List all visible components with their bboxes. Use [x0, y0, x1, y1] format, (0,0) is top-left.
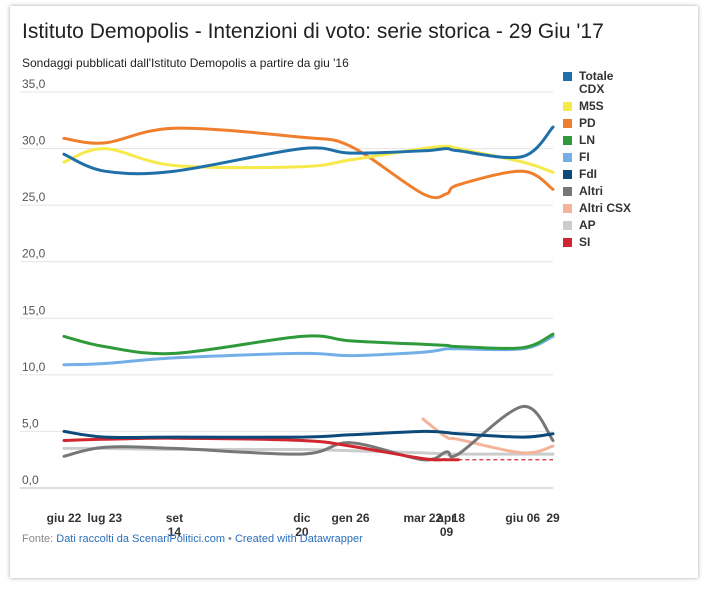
- y-tick-label: 0,0: [22, 473, 39, 487]
- x-tick-label: dic: [293, 511, 311, 525]
- x-tick-label: gen 26: [332, 511, 370, 525]
- x-tick-label: 09: [440, 525, 454, 539]
- y-tick-label: 10,0: [22, 360, 46, 374]
- legend-label: FI: [579, 150, 590, 164]
- chart-footer: Fonte: Dati raccolti da ScenariPolitici.…: [22, 533, 363, 545]
- line-chart: 35,0 30,0 25,0 20,0 15,0 10,0 5,0 0,0 giu 22 lug …: [20, 77, 560, 539]
- datawrapper-link[interactable]: Created with Datawrapper: [234, 533, 363, 545]
- legend-swatch: [563, 170, 572, 179]
- legend-swatch: [563, 153, 572, 162]
- legend-item-fdi: FdI: [563, 168, 634, 181]
- x-tick-label: giu 06: [505, 511, 540, 525]
- x-tick-label: 20: [295, 525, 309, 539]
- legend-item-ln: LN: [563, 134, 634, 147]
- legend-swatch: [563, 204, 572, 213]
- legend-item-totale-cdx: Totale CDX: [563, 70, 634, 96]
- legend-label: PD: [579, 116, 596, 130]
- series-line-fi: [62, 334, 555, 367]
- chart-subtitle: Sondaggi pubblicati dall'Istituto Demopo…: [22, 56, 349, 70]
- source-link[interactable]: Dati raccolti da ScenariPolitici.com: [56, 533, 225, 545]
- legend-label: M5S: [579, 99, 604, 113]
- y-tick-label: 25,0: [22, 190, 46, 204]
- legend-label: AP: [579, 218, 596, 232]
- x-tick-label: giu 22: [47, 511, 82, 525]
- legend-swatch: [563, 102, 572, 111]
- series-line-totale-cdx: [62, 125, 555, 176]
- series-line-pd: [62, 126, 555, 200]
- series-line-altri: [62, 405, 555, 462]
- legend-swatch: [563, 119, 572, 128]
- legend-swatch: [563, 221, 572, 230]
- x-tick-label: 18: [452, 511, 466, 525]
- legend-swatch: [563, 136, 572, 145]
- legend-swatch: [563, 238, 572, 247]
- chart-card: Istituto Demopolis - Intenzioni di voto:…: [10, 6, 698, 578]
- y-tick-label: 15,0: [22, 303, 46, 317]
- x-tick-label: set: [166, 511, 183, 525]
- y-tick-label: 30,0: [22, 134, 46, 148]
- footer-prefix: Fonte:: [22, 533, 57, 545]
- legend-label: Altri: [579, 184, 603, 198]
- x-tick-label: 14: [168, 525, 182, 539]
- y-tick-label: 20,0: [22, 247, 46, 261]
- series-line-ap: [62, 446, 555, 456]
- legend-label: Totale CDX: [579, 69, 614, 96]
- legend-label: FdI: [579, 167, 597, 181]
- legend-label: SI: [579, 235, 591, 249]
- legend-item-altri-csx: Altri CSX: [563, 202, 634, 215]
- legend-item-fi: FI: [563, 151, 634, 164]
- legend-item-m5s: M5S: [563, 100, 634, 113]
- chart-legend: Totale CDX M5S PD LN FI FdI Altri Altri CSX AP SI: [563, 70, 634, 253]
- legend-swatch: [563, 72, 572, 81]
- x-tick-label: mar 22: [404, 511, 443, 525]
- legend-item-ap: AP: [563, 219, 634, 232]
- x-tick-label: apr: [437, 511, 456, 525]
- legend-item-altri: Altri: [563, 185, 634, 198]
- legend-label: LN: [579, 133, 595, 147]
- series-line-si: [62, 436, 460, 462]
- legend-swatch: [563, 187, 572, 196]
- footer-separator: •: [224, 533, 235, 545]
- x-tick-label: lug 23: [87, 511, 122, 525]
- y-tick-label: 5,0: [22, 416, 39, 430]
- y-tick-label: 35,0: [22, 77, 46, 91]
- series-line-ln: [62, 332, 555, 356]
- x-tick-label: 29: [546, 511, 560, 525]
- legend-item-si: SI: [563, 236, 634, 249]
- legend-item-pd: PD: [563, 117, 634, 130]
- series-line-fdi: [62, 429, 555, 439]
- chart-title: Istituto Demopolis - Intenzioni di voto:…: [22, 20, 604, 43]
- legend-label: Altri CSX: [579, 201, 632, 215]
- series-line-m5s: [62, 144, 555, 174]
